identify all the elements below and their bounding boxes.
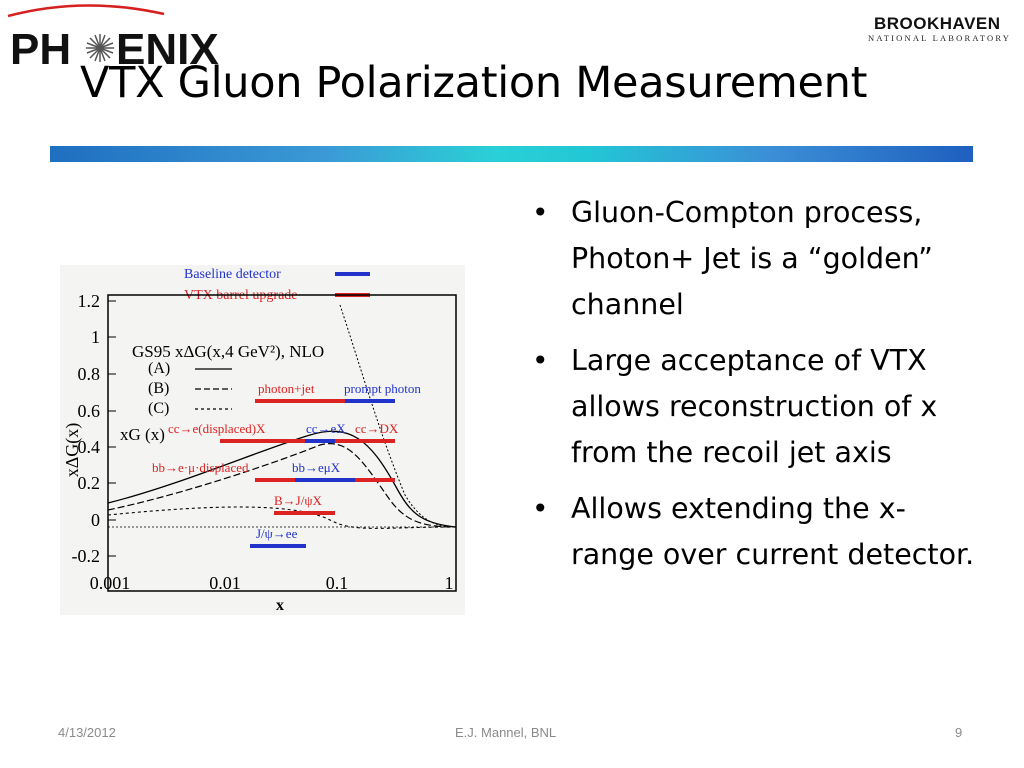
brookhaven-logo-line2: NATIONAL LABORATORY xyxy=(868,33,1012,43)
x-axis-label: x xyxy=(276,597,284,614)
bullet-text: Large acceptance of VTX allows reconstru… xyxy=(571,344,938,469)
y-tick-label: 0.8 xyxy=(78,364,101,384)
y-tick-label: 0.6 xyxy=(78,401,101,421)
channel-label: B→J/ψX xyxy=(274,493,322,508)
channel-label: photon+jet xyxy=(258,381,315,396)
svg-text:ENIX: ENIX xyxy=(116,25,219,72)
channel-label: bb→eμX xyxy=(292,460,341,475)
model-entry-c: (C) xyxy=(148,400,169,417)
slide-title: VTX Gluon Polarization Measurement xyxy=(80,58,868,108)
title-gradient-bar xyxy=(50,146,973,162)
legend-baseline-label: Baseline detector xyxy=(184,267,281,282)
channel-label: cc→eX xyxy=(306,421,346,436)
model-entry-a: (A) xyxy=(148,360,170,377)
phenix-logo: PH ENIX xyxy=(4,2,219,74)
curve-a xyxy=(107,430,457,528)
y-tick-label: 0.2 xyxy=(78,473,101,493)
brookhaven-logo: BROOKHAVEN NATIONAL LABORATORY xyxy=(862,14,1022,48)
y-tick-label: 1 xyxy=(91,327,100,347)
channel-label: cc→DX xyxy=(355,421,399,436)
bullet-item: • Gluon-Compton process, Photon+ Jet is a… xyxy=(532,196,933,321)
footer-date: 4/13/2012 xyxy=(58,725,116,740)
model-entry-b: (B) xyxy=(148,380,169,397)
channel-label: cc→e(displaced)X xyxy=(168,421,266,436)
bullet-list: • Gluon-Compton process, Photon+ Jet is a… xyxy=(527,190,977,588)
y-tick-label: 0 xyxy=(91,510,100,530)
y-tick-label: -0.2 xyxy=(72,546,101,566)
x-tick-label: 0.1 xyxy=(326,573,349,593)
gluon-polarization-figure: Baseline detector VTX barrel upgrade 1.2… xyxy=(60,265,465,615)
y-tick-label: 1.2 xyxy=(78,291,101,311)
x-tick-label: 1 xyxy=(445,573,454,593)
plot-frame xyxy=(107,294,457,592)
bullet-text: Allows extending the x-range over curren… xyxy=(571,492,975,571)
brookhaven-logo-line1: BROOKHAVEN xyxy=(874,14,1001,33)
channel-label: J/ψ→ee xyxy=(256,526,298,541)
bullet-text: Gluon-Compton process, Photon+ Jet is a … xyxy=(571,196,933,321)
svg-text:PH: PH xyxy=(10,25,71,72)
bullet-item: • Allows extending the x-range over curre… xyxy=(532,492,975,571)
x-tick-label: 0.001 xyxy=(90,573,131,593)
curve-b xyxy=(107,443,457,528)
channel-label: bb→e·μ·displaced xyxy=(152,460,249,475)
bullet-item: • Large acceptance of VTX allows reconstr… xyxy=(532,344,938,469)
y-tick-label: 0.4 xyxy=(78,437,101,457)
curve-xg xyxy=(339,304,457,528)
channel-label: prompt photon xyxy=(344,381,421,396)
footer-author: E.J. Mannel, BNL xyxy=(455,725,557,740)
model-label: GS95 xΔG(x,4 GeV²), NLO xyxy=(132,342,324,361)
x-tick-label: 0.01 xyxy=(209,573,241,593)
footer-page-number: 9 xyxy=(955,725,963,740)
xg-label: xG (x) xyxy=(120,425,165,444)
y-axis-label: xΔG(x) xyxy=(62,423,83,478)
